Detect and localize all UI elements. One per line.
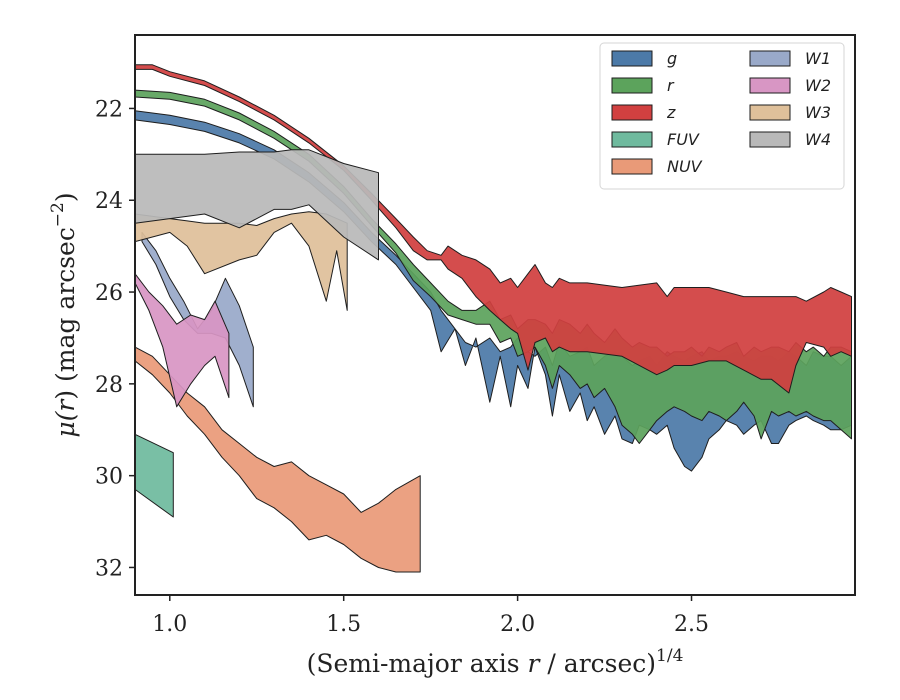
- y-tick-label: 24: [95, 189, 123, 214]
- band-nuv: [134, 346, 421, 573]
- legend-label: W3: [805, 103, 831, 122]
- series-w4: [134, 149, 379, 261]
- ticks-layer: 1.0 1.5 2.0 2.5 22 24 26 28 30 32: [95, 97, 709, 637]
- legend-swatch: [611, 104, 653, 121]
- x-axis-label-var: r: [528, 649, 542, 678]
- legend-label: W1: [805, 49, 831, 68]
- x-tick-label: 1.0: [152, 612, 187, 637]
- legend-swatch: [749, 50, 791, 67]
- band-w4: [134, 149, 379, 261]
- series-w1: [141, 231, 254, 408]
- legend-item-r: r: [611, 76, 675, 95]
- band-fuv: [134, 433, 174, 518]
- legend-item-g: g: [611, 49, 677, 68]
- legend-item-fuv: FUV: [611, 130, 700, 149]
- legend-item-z: z: [611, 103, 676, 122]
- series-w2: [134, 273, 230, 408]
- legend-swatch: [749, 104, 791, 121]
- legend-swatch: [749, 77, 791, 94]
- legend-label: g: [667, 49, 677, 68]
- x-tick-label: 2.5: [674, 612, 709, 637]
- y-axis-label-tail: ) (mag arcsec: [51, 227, 80, 400]
- series-layer: [134, 64, 852, 573]
- legend-swatch: [749, 131, 791, 148]
- x-tick-label: 2.0: [500, 612, 535, 637]
- y-tick-label: 32: [95, 556, 123, 581]
- x-axis-label-tail: / arcsec): [539, 649, 656, 678]
- x-tick-label: 1.5: [326, 612, 361, 637]
- band-w2: [134, 273, 230, 408]
- legend: grz FUV NUV W1 W2 W3 W4: [599, 42, 845, 190]
- legend-label: r: [667, 76, 675, 95]
- legend-item-w2: W2: [749, 76, 831, 95]
- band-w1: [141, 231, 254, 408]
- y-tick-label: 28: [95, 373, 123, 398]
- plot-frame: [134, 34, 856, 596]
- legend-label: W2: [805, 76, 831, 95]
- legend-item-w1: W1: [749, 49, 831, 68]
- band-z: [134, 64, 852, 394]
- legend-label: z: [666, 103, 676, 122]
- legend-label: FUV: [667, 130, 700, 149]
- y-axis-label-main: μ(: [51, 410, 80, 437]
- legend-item-w3: W3: [749, 103, 831, 122]
- legend-swatch: [611, 77, 653, 94]
- y-tick-label: 30: [95, 465, 123, 490]
- legend-label: NUV: [667, 157, 703, 176]
- x-axis-label: (Semi-major axis r / arcsec)1/4: [307, 646, 684, 678]
- y-axis-label: μ(r) (mag arcsec−2): [48, 192, 80, 437]
- y-tick-label: 22: [95, 97, 123, 122]
- y-tick-label: 26: [95, 281, 123, 306]
- series-fuv: [134, 433, 174, 518]
- legend-item-nuv: NUV: [611, 157, 703, 176]
- legend-item-w4: W4: [749, 130, 831, 149]
- y-axis-label-close: ): [51, 192, 80, 202]
- series-z: [134, 64, 852, 394]
- y-axis-label-var: r: [51, 398, 80, 412]
- x-axis-label-sup: 1/4: [656, 646, 683, 666]
- legend-swatch: [611, 158, 653, 175]
- legend-label: W4: [805, 130, 831, 149]
- x-axis-label-main: (Semi-major axis: [307, 649, 528, 678]
- legend-swatch: [611, 50, 653, 67]
- legend-swatch: [611, 131, 653, 148]
- y-axis-label-sup: −2: [48, 202, 68, 227]
- series-nuv: [134, 346, 421, 573]
